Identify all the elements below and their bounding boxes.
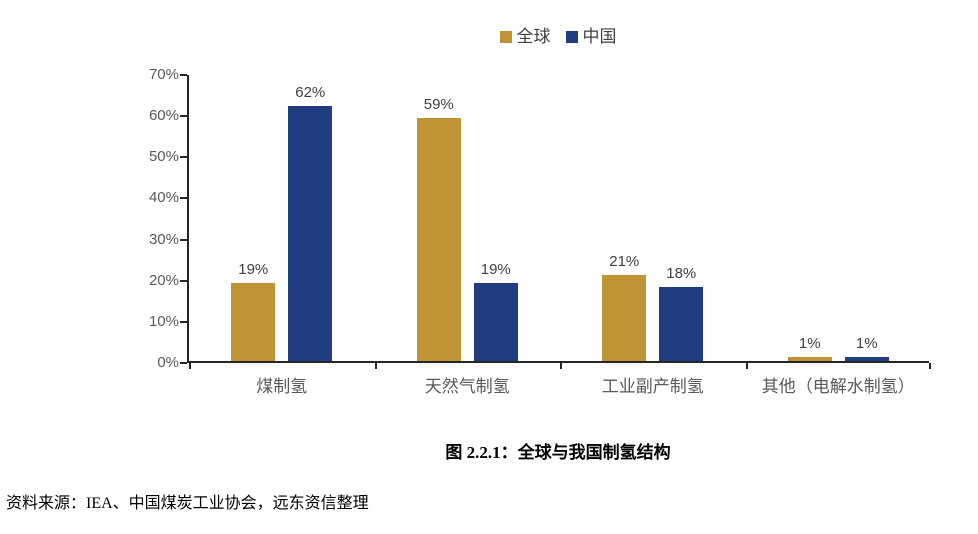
bar-0-cat-2 xyxy=(602,274,647,361)
bar-value-label: 21% xyxy=(609,252,640,270)
legend-item-0: 全球 xyxy=(499,27,551,47)
bar-value-label: 1% xyxy=(798,334,821,352)
x-axis-category-label: 其他（电解水制氢） xyxy=(761,377,915,396)
y-axis-tick-mark xyxy=(180,238,187,241)
bar-0-cat-1 xyxy=(416,118,461,361)
x-axis-category-label: 工业副产制氢 xyxy=(601,377,704,396)
y-axis-tick-label: 30% xyxy=(148,230,179,248)
y-axis-tick-mark xyxy=(180,197,187,200)
y-axis-tick-label: 70% xyxy=(148,66,179,83)
y-axis-tick-mark xyxy=(180,320,187,323)
x-axis-tick-mark xyxy=(929,363,931,369)
bar-value-label: 59% xyxy=(423,96,454,114)
bar-1-cat-2 xyxy=(659,286,704,361)
bar-1-cat-0 xyxy=(288,105,333,361)
bar-0-cat-0 xyxy=(231,282,276,361)
x-axis-tick-mark xyxy=(374,363,377,369)
y-axis-tick-mark xyxy=(180,279,187,282)
legend-item-1: 中国 xyxy=(565,27,617,47)
y-axis-tick-label: 50% xyxy=(148,148,179,166)
y-axis-tick-mark xyxy=(180,74,187,76)
bar-value-label: 19% xyxy=(238,260,269,278)
y-axis-tick-label: 20% xyxy=(148,271,179,289)
legend-swatch-icon xyxy=(499,31,512,43)
x-axis-tick-mark xyxy=(560,363,562,369)
x-axis-tick-mark xyxy=(189,363,191,369)
x-axis-category-label: 煤制氢 xyxy=(256,377,308,396)
bar-1-cat-1 xyxy=(473,282,518,361)
x-axis-category-label: 天然气制氢 xyxy=(424,377,510,396)
bar-value-label: 62% xyxy=(295,83,326,101)
x-axis-tick-mark xyxy=(745,363,748,369)
bar-1-cat-3 xyxy=(844,356,889,361)
figure-caption: 图 2.2.1：全球与我国制氢结构 xyxy=(445,443,671,462)
bar-value-label: 18% xyxy=(666,264,697,282)
bar-value-label: 19% xyxy=(480,260,511,278)
bar-value-label: 1% xyxy=(855,334,878,352)
y-axis-tick-label: 60% xyxy=(148,107,179,125)
y-axis-tick-mark xyxy=(180,115,187,118)
y-axis-tick-label: 40% xyxy=(148,189,179,207)
y-axis-tick-label: 0% xyxy=(157,354,179,371)
source-note: 资料来源：IEA、中国煤炭工业协会，远东资信整理 xyxy=(6,495,369,512)
bar-0-cat-3 xyxy=(787,356,832,361)
y-axis-tick-mark xyxy=(180,156,187,159)
chart-legend: 全球 中国 xyxy=(187,27,929,47)
legend-label: 全球 xyxy=(516,27,551,46)
legend-swatch-icon xyxy=(565,31,578,43)
y-axis-tick-label: 10% xyxy=(148,312,179,330)
legend-label: 中国 xyxy=(582,27,617,46)
chart-plot-area: 0% 10% 20% 30% 40% 50% 60% 70% 煤制氢 19% 62% 天然气制氢 59%… xyxy=(149,66,931,396)
y-axis-tick-mark xyxy=(180,362,187,364)
